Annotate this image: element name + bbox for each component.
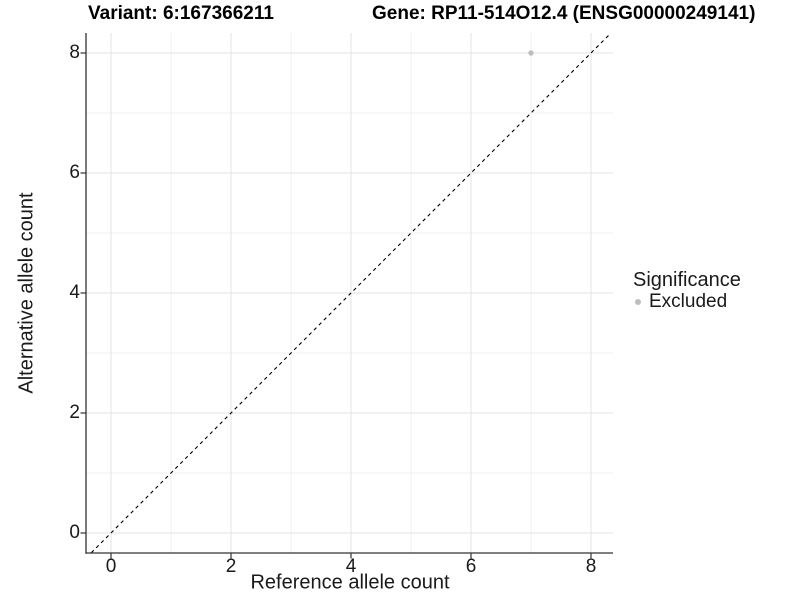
- y-tick-label: 2: [69, 402, 80, 423]
- legend-item-label: Excluded: [649, 290, 728, 312]
- y-axis-title: Alternative allele count: [15, 192, 38, 394]
- gene-title: Gene: RP11-514O12.4 (ENSG00000249141): [372, 3, 756, 24]
- y-tick-label: 4: [69, 282, 80, 303]
- x-tick-label: 4: [345, 556, 357, 577]
- legend-point-icon: [635, 298, 641, 305]
- legend: Significance Excluded: [633, 270, 741, 312]
- x-tick-label: 0: [105, 556, 117, 577]
- identity-line: [90, 32, 612, 554]
- x-tick-label: 2: [225, 556, 237, 577]
- legend-title: Significance: [633, 269, 741, 291]
- y-tick-label: 8: [69, 42, 80, 63]
- variant-title: Variant: 6:167366211: [88, 3, 274, 24]
- legend-items: Excluded: [633, 291, 741, 312]
- legend-item: Excluded: [633, 291, 741, 312]
- y-tick-label: 6: [69, 162, 80, 183]
- x-tick-label: 8: [585, 556, 597, 577]
- data-point: [528, 50, 534, 56]
- x-axis-title: Reference allele count: [250, 571, 450, 594]
- y-tick-label: 0: [69, 522, 80, 543]
- x-tick-label: 6: [465, 556, 477, 577]
